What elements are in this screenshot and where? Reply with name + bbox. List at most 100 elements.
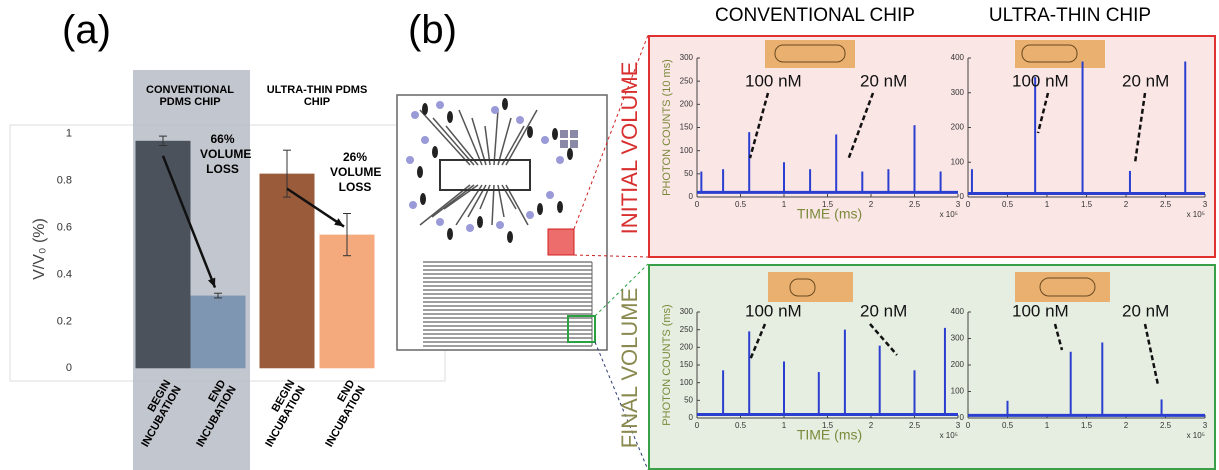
- y-tick-label: 150: [680, 123, 694, 132]
- column-header: ULTRA-THIN CHIP: [970, 5, 1170, 27]
- valve: [537, 203, 543, 215]
- x-tick-label: 2.5: [909, 200, 921, 209]
- initial-box: [649, 36, 1215, 257]
- x-tick-label: 0.5: [735, 421, 747, 430]
- bar: [191, 296, 246, 369]
- figure-canvas: 00.20.40.60.8105010015020025030000.511.5…: [0, 0, 1219, 470]
- red-region: [548, 229, 574, 255]
- y-tick-label: 50: [684, 395, 693, 404]
- x-tick-label: 2: [1124, 421, 1129, 430]
- x-tick-label: 2.5: [1160, 200, 1172, 209]
- x-tick-label: 1: [1045, 421, 1050, 430]
- panel-label: (a): [62, 8, 111, 53]
- annotation: 20 nM: [860, 301, 907, 320]
- valve: [557, 201, 563, 213]
- annotation: 100 nM: [745, 301, 802, 320]
- y-tick-label: 300: [951, 88, 965, 97]
- row-label: FINAL VOLUME: [617, 258, 643, 470]
- port: [436, 218, 444, 226]
- valve: [507, 231, 513, 243]
- y-axis-label: PHOTON COUNTS (10 ms): [661, 59, 673, 196]
- valve: [422, 103, 428, 115]
- pad: [570, 130, 578, 138]
- droplet-image: [1015, 40, 1105, 68]
- y-tick-label: 0: [960, 192, 965, 201]
- y-tick-label: 0: [960, 413, 965, 422]
- port: [466, 224, 474, 232]
- x-multiplier: x 10⁵: [940, 210, 958, 219]
- y-tick-label: 200: [951, 360, 965, 369]
- x-tick-label: 1: [1045, 200, 1050, 209]
- group-label: CONVENTIONAL PDMS CHIP: [135, 84, 245, 108]
- x-tick-label: 3: [956, 421, 961, 430]
- port: [406, 156, 414, 164]
- valve: [502, 98, 508, 110]
- valve: [477, 216, 483, 228]
- x-tick-label: 1: [782, 200, 787, 209]
- port: [546, 191, 554, 199]
- droplet-image: [768, 272, 853, 302]
- y-tick-label: 300: [680, 307, 694, 316]
- x-multiplier: x 10⁵: [1187, 431, 1205, 440]
- port: [516, 116, 524, 124]
- port: [541, 136, 549, 144]
- y-tick-label: 50: [684, 169, 693, 178]
- port: [436, 101, 444, 109]
- x-tick-label: 3: [1203, 200, 1208, 209]
- valve: [567, 148, 573, 160]
- y-tick-label: 0: [66, 362, 72, 374]
- y-tick-label: 200: [680, 99, 694, 108]
- annotation: 100 nM: [1012, 301, 1069, 320]
- figure: 00.20.40.60.8105010015020025030000.511.5…: [0, 0, 1219, 470]
- y-tick-label: 100: [680, 146, 694, 155]
- x-tick-label: 0.5: [1002, 421, 1014, 430]
- y-axis-label: V/V₀ (%): [31, 199, 49, 299]
- x-tick-label: 2.5: [909, 421, 921, 430]
- annotation: 20 nM: [1122, 71, 1169, 90]
- bar: [136, 141, 191, 368]
- port: [411, 111, 419, 119]
- x-tick-label: 0: [966, 421, 971, 430]
- y-tick-label: 250: [680, 76, 694, 85]
- y-tick-label: 250: [680, 325, 694, 334]
- port: [421, 136, 429, 144]
- x-tick-label: 2.5: [1160, 421, 1172, 430]
- annotation: 100 nM: [1012, 71, 1069, 90]
- y-tick-label: 200: [951, 123, 965, 132]
- y-axis-label: PHOTON COUNTS (ms): [661, 304, 673, 425]
- y-tick-label: 0: [689, 413, 694, 422]
- y-tick-label: 0.6: [57, 221, 72, 233]
- valve: [432, 146, 438, 158]
- final-box: [649, 265, 1215, 469]
- droplet-image: [1015, 272, 1110, 302]
- y-tick-label: 150: [680, 360, 694, 369]
- x-tick-label: 1.5: [1081, 200, 1093, 209]
- annotation: 26% VOLUME LOSS: [330, 150, 380, 195]
- port: [496, 221, 504, 229]
- x-tick-label: 1.5: [1081, 421, 1093, 430]
- y-tick-label: 0: [689, 192, 694, 201]
- pad: [570, 140, 578, 148]
- x-tick-label: 3: [956, 200, 961, 209]
- y-tick-label: 300: [680, 53, 694, 62]
- x-tick-label: 0: [966, 200, 971, 209]
- valve: [420, 193, 426, 205]
- valve: [447, 228, 453, 240]
- x-tick-label: 2: [869, 200, 874, 209]
- valve: [417, 166, 423, 178]
- x-tick-label: 2: [1124, 200, 1129, 209]
- x-tick-label: 2: [869, 421, 874, 430]
- y-tick-label: 0.2: [57, 315, 72, 327]
- x-tick-label: 3: [1203, 421, 1208, 430]
- y-tick-label: 100: [680, 378, 694, 387]
- annotation: 66% VOLUME LOSS: [200, 132, 245, 177]
- port: [526, 211, 534, 219]
- annotation: 100 nM: [745, 71, 802, 90]
- y-tick-label: 400: [951, 53, 965, 62]
- valve: [527, 126, 533, 138]
- y-tick-label: 300: [951, 334, 965, 343]
- group-label: ULTRA-THIN PDMS CHIP: [258, 84, 376, 108]
- column-header: CONVENTIONAL CHIP: [700, 5, 930, 27]
- port: [556, 156, 564, 164]
- row-label: INITIAL VOLUME: [617, 38, 643, 258]
